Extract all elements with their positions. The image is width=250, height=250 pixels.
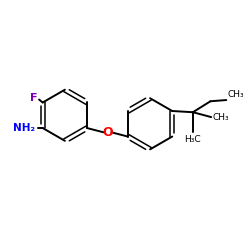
Text: O: O <box>102 126 113 139</box>
Text: H₃C: H₃C <box>184 134 201 143</box>
Text: CH₃: CH₃ <box>227 90 244 99</box>
Text: F: F <box>30 93 37 103</box>
Text: CH₃: CH₃ <box>212 112 229 122</box>
Text: NH₂: NH₂ <box>14 123 36 133</box>
